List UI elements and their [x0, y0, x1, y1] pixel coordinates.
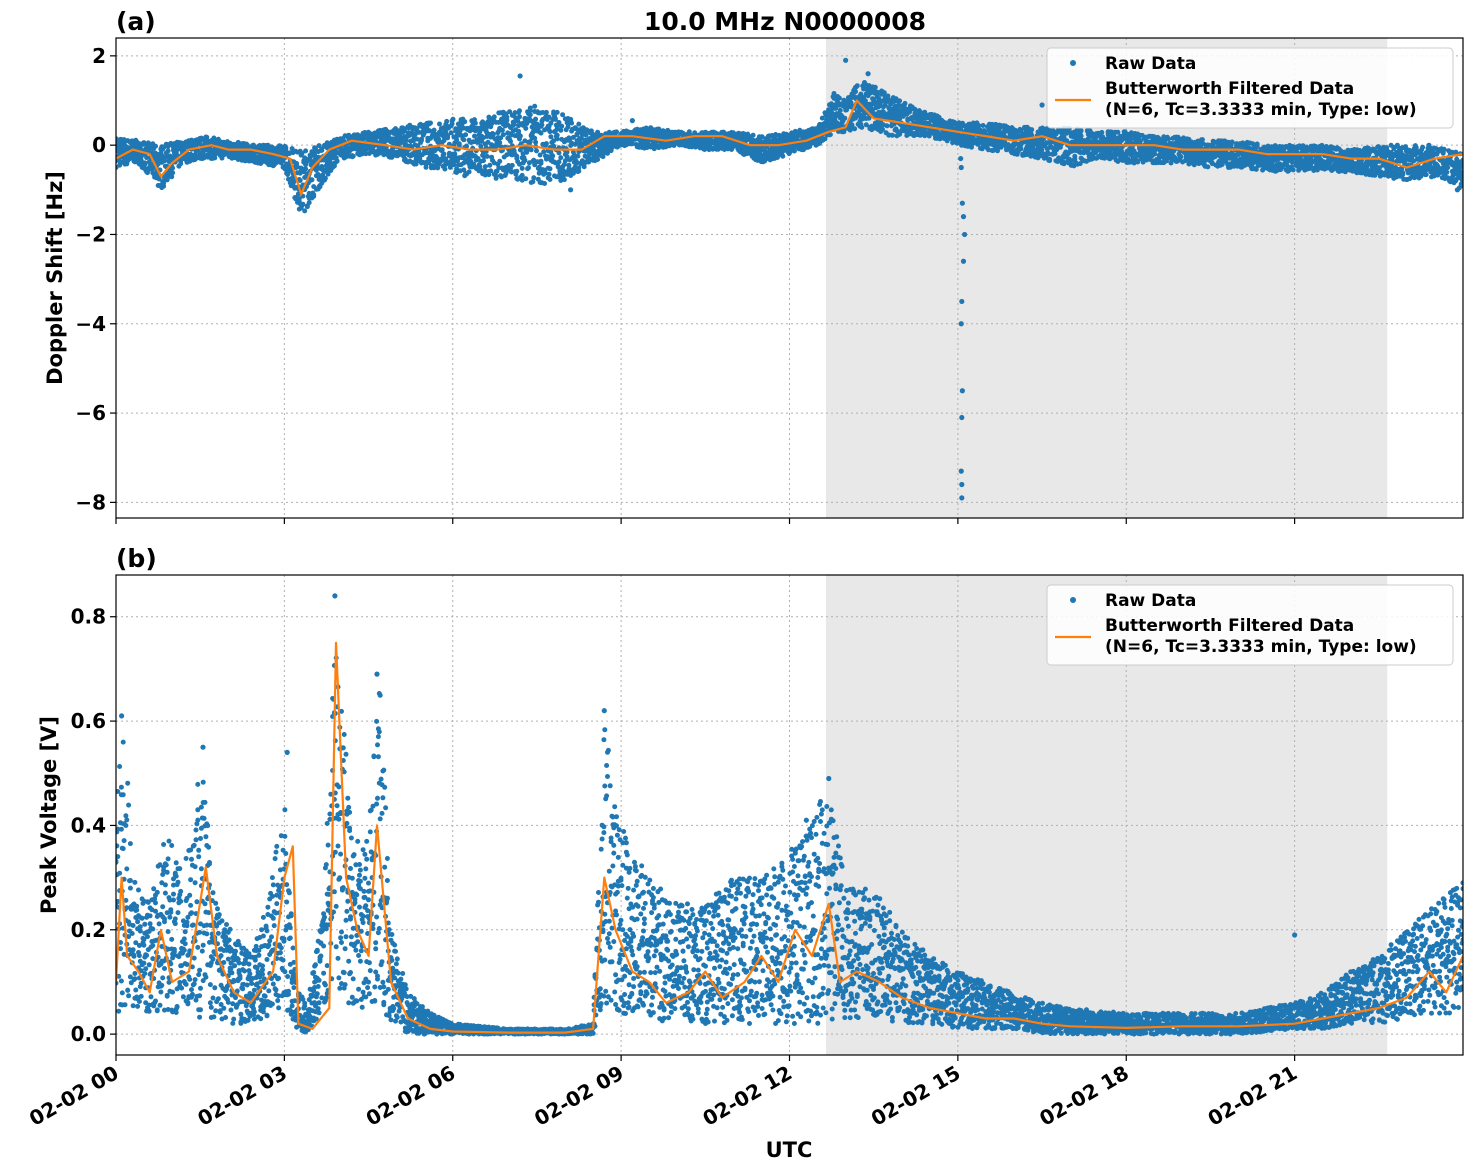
x-tick-label: 02-02 12 [698, 1061, 796, 1131]
raw-data-point [826, 775, 832, 782]
x-tick-label: 02-02 15 [867, 1061, 965, 1131]
raw-data-point [959, 414, 965, 421]
legend-label-filtered: Butterworth Filtered Data [1105, 616, 1354, 636]
raw-data-point [959, 200, 965, 206]
y-tick-label: −8 [75, 490, 106, 514]
raw-data-point [962, 231, 968, 238]
panel-label-a: (a) [116, 7, 156, 36]
raw-data-markers [116, 80, 1463, 214]
legend-marker-raw [1070, 60, 1076, 66]
y-tick-label: 0.8 [71, 605, 106, 629]
raw-data-point [959, 388, 965, 394]
raw-data-point [629, 118, 635, 124]
legend-label-raw: Raw Data [1105, 54, 1196, 74]
doppler-panel: (a) Doppler Shift [Hz] 2 0 −2 −4 −6 −8 Raw Dat… [43, 7, 1464, 524]
raw-data-point [517, 73, 523, 79]
voltage-panel: (b) Peak Voltage [V] UTC 0.8 0.6 0.4 0.2 0.0… [25, 544, 1464, 1162]
raw-data-point [601, 708, 607, 714]
raw-data-point [958, 155, 964, 162]
y-tick-label: 0.4 [71, 813, 106, 837]
y-tick-label: −2 [75, 222, 106, 246]
legend-label-raw: Raw Data [1105, 591, 1196, 611]
raw-data-point [959, 495, 965, 501]
raw-data-point [1292, 932, 1298, 938]
raw-data-point [958, 164, 964, 171]
raw-data-point [374, 671, 380, 677]
legend-marker-raw [1070, 597, 1076, 603]
raw-data-point [960, 214, 967, 220]
y-tick-label: 0.6 [71, 709, 106, 733]
chart-title: 10.0 MHz N0000008 [644, 7, 926, 36]
legend-box [1046, 47, 1454, 129]
raw-data-point [960, 258, 967, 264]
filtered-data-line [116, 99, 1463, 196]
raw-data-point [803, 817, 809, 823]
y-tick-label: 0 [92, 133, 106, 157]
legend-label-filtered-params: (N=6, Tc=3.3333 min, Type: low) [1105, 100, 1417, 120]
raw-data-point [284, 749, 290, 755]
x-tick-label: 02-02 03 [193, 1061, 291, 1131]
plot-area [116, 57, 1463, 501]
y-tick-label: −4 [75, 312, 106, 336]
x-tick-label: 02-02 06 [362, 1061, 460, 1131]
plot-area [116, 593, 1463, 1037]
legend-label-filtered-params: (N=6, Tc=3.3333 min, Type: low) [1105, 637, 1417, 657]
x-tick-label: 02-02 21 [1204, 1061, 1302, 1131]
y-tick-label: 0.0 [71, 1022, 106, 1046]
raw-data-point [865, 71, 871, 77]
raw-data-point [568, 187, 574, 193]
raw-data-point [1039, 102, 1045, 108]
y-axis-label-doppler: Doppler Shift [Hz] [43, 171, 67, 385]
raw-data-point [119, 713, 125, 719]
raw-data-point [1454, 187, 1460, 193]
legend-label-filtered: Butterworth Filtered Data [1105, 79, 1354, 99]
raw-data-point [959, 298, 965, 305]
raw-data-point [1460, 880, 1463, 886]
x-tick-label: 02-02 09 [530, 1061, 628, 1131]
y-tick-label: −6 [75, 401, 106, 425]
y-tick-label: 2 [92, 44, 106, 68]
y-tick-label: 0.2 [71, 918, 106, 942]
y-axis-label-voltage: Peak Voltage [V] [37, 716, 61, 914]
raw-data-point [843, 57, 849, 63]
raw-data-point [200, 744, 206, 750]
legend-box [1046, 584, 1454, 666]
x-axis-label: UTC [766, 1138, 813, 1162]
filtered-data-line [116, 641, 1463, 1034]
raw-data-point [958, 468, 964, 474]
raw-data-point [958, 321, 964, 327]
raw-data-point [959, 481, 965, 488]
raw-data-point [332, 593, 338, 599]
x-tick-label: 02-02 18 [1035, 1061, 1133, 1131]
x-tick-label: 02-02 00 [25, 1061, 123, 1131]
panel-label-b: (b) [116, 544, 157, 573]
